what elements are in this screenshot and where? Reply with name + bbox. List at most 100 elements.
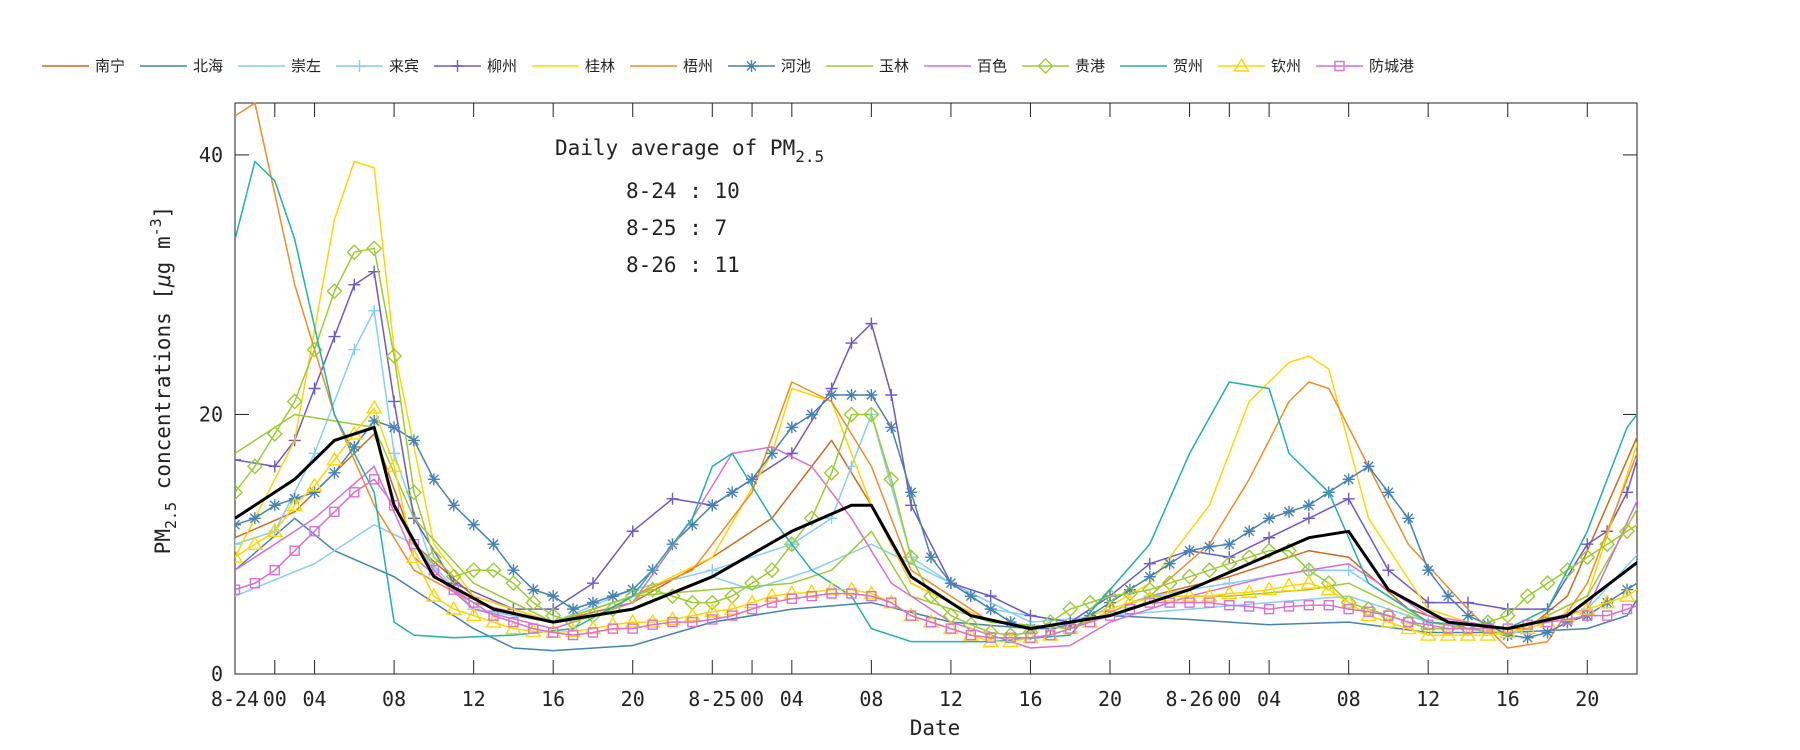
- legend-label: 崇左: [291, 57, 321, 75]
- data-point: [1681, 363, 1693, 375]
- data-point: [1618, 587, 1636, 602]
- series-mean: [235, 425, 1637, 631]
- data-point: [366, 240, 383, 257]
- data-point: [1024, 609, 1037, 622]
- data-point: [1201, 587, 1218, 602]
- legend-label: 北海: [193, 57, 223, 75]
- data-point: [1720, 519, 1732, 531]
- data-point: [1183, 544, 1196, 557]
- data-point: [704, 594, 721, 611]
- data-point: [547, 590, 560, 603]
- x-tick-label: 8-26: [1165, 687, 1213, 711]
- data-point: [1002, 633, 1019, 648]
- series-line: [235, 407, 1637, 643]
- data-point: [1680, 505, 1694, 517]
- x-tick-label: 8-24: [211, 687, 259, 711]
- data-point: [1681, 538, 1693, 550]
- data-point: [388, 395, 401, 408]
- annotation-line-8-24: 8-24 : 10: [626, 179, 740, 203]
- data-point: [1442, 623, 1454, 634]
- data-point: [1582, 610, 1593, 621]
- series-line: [235, 425, 1637, 631]
- data-point: [644, 613, 661, 628]
- legend-label: 钦州: [1271, 57, 1301, 75]
- legend: 南宁 北海 崇左 来宾 柳州 桂林 梧州 河池 玉林 百色 贵港 贺州 钦州 防城港: [42, 57, 1414, 75]
- data-point: [644, 581, 661, 598]
- data-point: [746, 603, 758, 615]
- data-point: [1261, 542, 1278, 559]
- data-point: [353, 60, 366, 72]
- data-point: [1499, 607, 1516, 624]
- data-point: [445, 568, 462, 585]
- data-point: [1422, 564, 1435, 577]
- data-point: [445, 600, 462, 615]
- data-point: [865, 388, 878, 401]
- data-point: [505, 575, 522, 592]
- data-point: [348, 278, 361, 291]
- data-point: [743, 594, 761, 609]
- data-point: [1641, 571, 1653, 583]
- data-point: [627, 623, 638, 634]
- data-point: [1579, 549, 1596, 566]
- data-point: [1163, 557, 1176, 570]
- data-point: [865, 317, 878, 330]
- data-point: [803, 510, 820, 527]
- x-tick-label: 16: [1496, 687, 1520, 711]
- legend-entry: 玉林: [826, 57, 909, 75]
- x-tick-label: 16: [541, 687, 565, 711]
- data-point: [1419, 626, 1437, 641]
- data-point: [1641, 421, 1653, 433]
- data-point: [235, 584, 241, 595]
- data-point: [1719, 466, 1733, 478]
- data-point: [1181, 568, 1198, 585]
- data-point: [268, 499, 281, 512]
- data-point: [1599, 536, 1616, 553]
- data-point: [1143, 557, 1156, 570]
- plot-area-frame: [234, 102, 1638, 675]
- data-point: [505, 620, 522, 635]
- annotation-title-text: Daily average of PM: [555, 136, 795, 160]
- data-point: [1400, 620, 1417, 635]
- legend-label: 梧州: [683, 57, 713, 75]
- data-point: [326, 451, 343, 466]
- daily-average-annotation: Daily average of PM2.5 8-24 : 10 8-25 : …: [555, 136, 824, 277]
- data-point: [235, 518, 241, 531]
- data-point: [1342, 564, 1355, 577]
- y-label-sup: -3: [147, 218, 165, 236]
- annotation-line-8-26: 8-26 : 11: [626, 253, 740, 277]
- data-point: [1141, 581, 1158, 598]
- data-point: [1680, 446, 1694, 460]
- data-point: [1334, 60, 1345, 72]
- data-point: [1661, 558, 1673, 570]
- data-point: [606, 590, 619, 603]
- data-point: [1382, 564, 1395, 577]
- data-point: [346, 244, 363, 261]
- data-point: [1598, 594, 1616, 609]
- legend-entry: 钦州: [1218, 57, 1301, 75]
- data-point: [368, 304, 381, 317]
- data-point: [309, 526, 320, 537]
- data-point: [1621, 486, 1634, 499]
- data-point: [235, 453, 241, 466]
- legend-label: 贵港: [1075, 57, 1105, 75]
- legend-entry: 河池: [728, 57, 811, 75]
- data-point: [1260, 581, 1278, 596]
- series-line: [235, 413, 1637, 636]
- data-point: [1283, 601, 1295, 612]
- data-point: [1559, 562, 1576, 579]
- data-point: [604, 601, 621, 618]
- x-tick-label: 20: [1575, 687, 1599, 711]
- data-point: [1203, 540, 1216, 553]
- data-point: [826, 588, 837, 599]
- data-point: [962, 616, 979, 633]
- data-point: [1243, 525, 1256, 538]
- data-point: [1621, 603, 1633, 615]
- data-point: [385, 457, 403, 473]
- data-point: [1439, 626, 1457, 641]
- data-point: [1682, 572, 1691, 581]
- data-point: [235, 548, 244, 563]
- x-tick-label: 12: [462, 687, 486, 711]
- annotation-title-sub: 2.5: [795, 147, 824, 166]
- data-point: [1342, 492, 1355, 505]
- data-point: [508, 616, 519, 628]
